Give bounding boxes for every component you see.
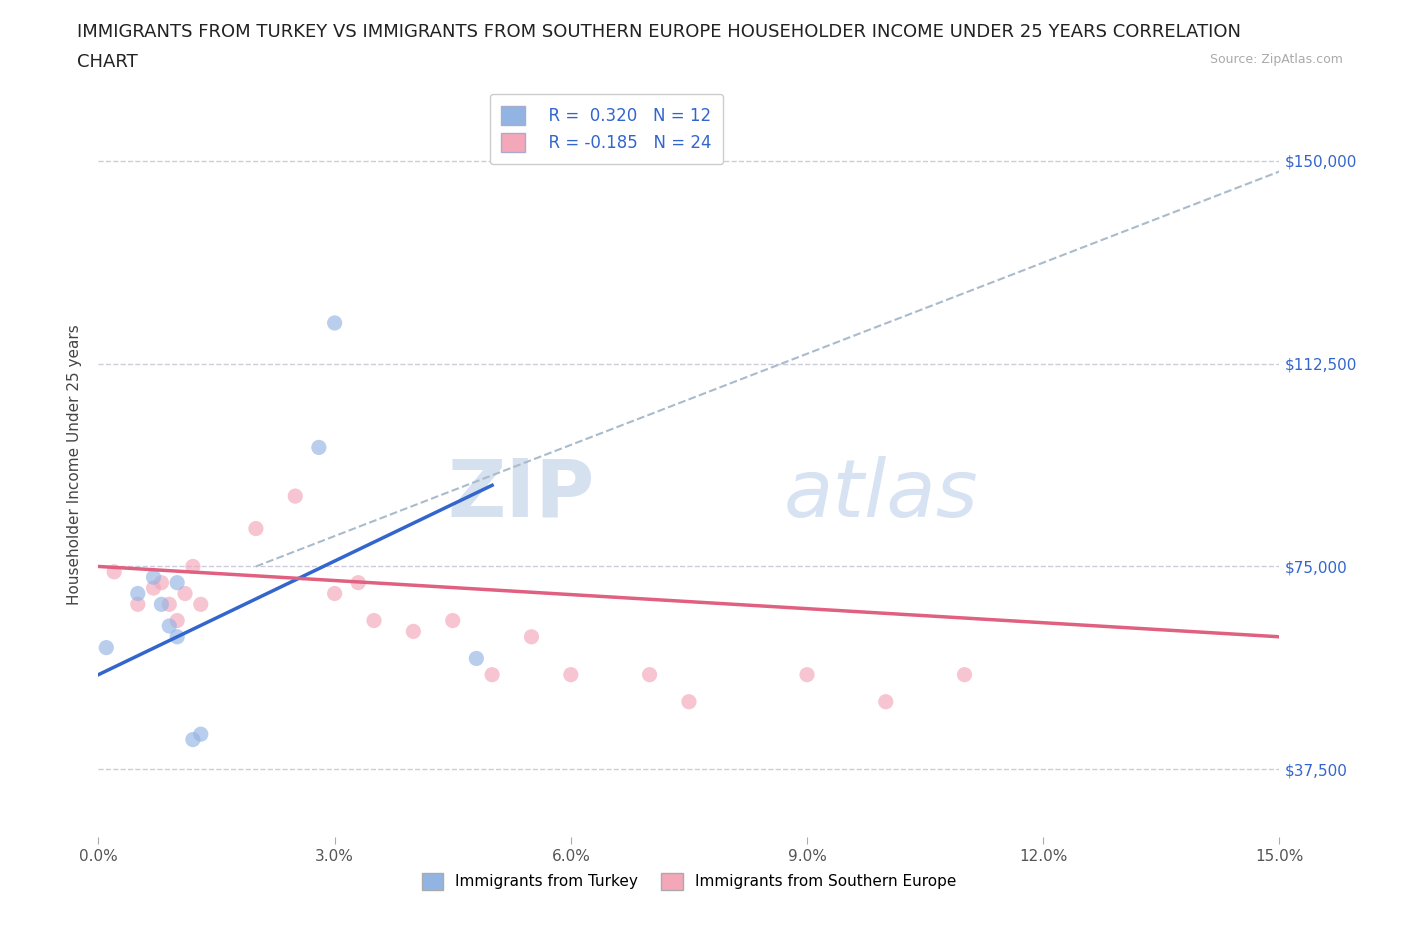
Point (363, 613, 385, 628)
Point (284, 488, 307, 503)
Point (127, 586, 149, 601)
Point (520, 630, 543, 644)
Text: atlas: atlas (783, 456, 979, 534)
Point (347, 576, 370, 591)
Point (678, 695, 700, 710)
Point (181, 559, 204, 574)
Point (875, 695, 897, 710)
Point (245, 521, 267, 536)
Y-axis label: Householder Income Under 25 years: Householder Income Under 25 years (67, 325, 83, 605)
Text: ZIP: ZIP (447, 456, 595, 534)
Point (190, 597, 212, 612)
Point (181, 732, 204, 747)
Point (103, 565, 125, 579)
Point (157, 597, 180, 612)
Point (174, 586, 197, 601)
Point (150, 597, 173, 612)
Point (796, 667, 818, 682)
Point (166, 576, 188, 591)
Point (127, 597, 149, 612)
Point (481, 667, 503, 682)
Point (441, 613, 464, 628)
Point (166, 613, 188, 628)
Point (323, 586, 346, 601)
Point (308, 440, 330, 455)
Point (166, 630, 188, 644)
Point (638, 667, 661, 682)
Text: CHART: CHART (77, 53, 138, 71)
Point (953, 667, 976, 682)
Point (142, 580, 165, 595)
Point (142, 570, 165, 585)
Text: Source: ZipAtlas.com: Source: ZipAtlas.com (1209, 53, 1343, 66)
Point (96, 640, 118, 655)
Legend: Immigrants from Turkey, Immigrants from Southern Europe: Immigrants from Turkey, Immigrants from … (416, 867, 962, 897)
Point (323, 315, 346, 330)
Point (560, 667, 582, 682)
Point (190, 726, 212, 741)
Point (465, 651, 488, 666)
Text: IMMIGRANTS FROM TURKEY VS IMMIGRANTS FROM SOUTHERN EUROPE HOUSEHOLDER INCOME UND: IMMIGRANTS FROM TURKEY VS IMMIGRANTS FRO… (77, 23, 1241, 41)
Point (157, 618, 180, 633)
Point (150, 576, 173, 591)
Point (402, 624, 425, 639)
